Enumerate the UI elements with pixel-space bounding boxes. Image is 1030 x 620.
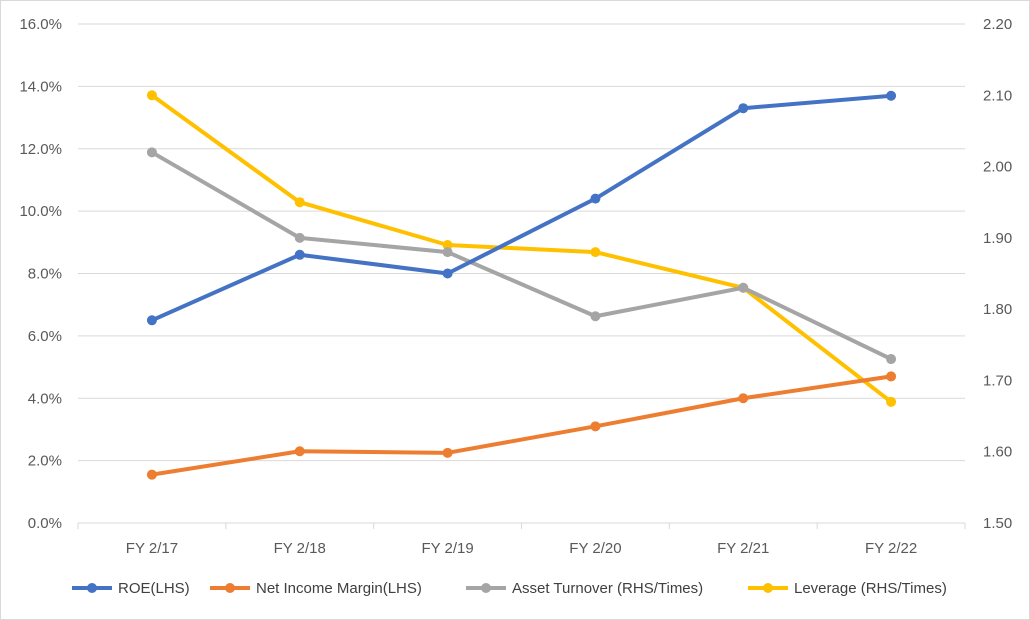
- data-point: [146, 90, 157, 101]
- legend-item: ROE(LHS): [72, 580, 190, 597]
- data-point: [590, 193, 601, 204]
- data-point: [590, 421, 601, 432]
- left-tick-label: 6.0%: [28, 328, 62, 345]
- x-tick-label: FY 2/18: [274, 540, 326, 557]
- x-tick-label: FY 2/20: [569, 540, 621, 557]
- legend-item: Net Income Margin(LHS): [210, 580, 422, 597]
- right-tick-label: 2.20: [983, 16, 1012, 33]
- data-point: [886, 90, 897, 101]
- data-point: [442, 239, 453, 250]
- gridlines: [78, 23, 965, 462]
- right-tick-label: 1.90: [983, 230, 1012, 247]
- left-tick-label: 14.0%: [19, 78, 62, 95]
- data-point: [886, 371, 897, 382]
- x-axis-ticks: FY 2/17 FY 2/18 FY 2/19 FY 2/20 FY 2/21 FY 2/…: [126, 540, 917, 557]
- axes: [77, 522, 966, 529]
- data-point: [738, 103, 749, 114]
- legend: ROE(LHS) Net Income Margin(LHS) Asset Turn…: [72, 580, 947, 597]
- data-point: [886, 354, 897, 365]
- right-tick-label: 1.70: [983, 372, 1012, 389]
- data-point: [738, 393, 749, 404]
- legend-swatch-marker: [87, 583, 97, 593]
- right-tick-label: 1.60: [983, 444, 1012, 461]
- series-0: [146, 90, 897, 326]
- left-tick-label: 2.0%: [28, 453, 62, 470]
- series-line: [149, 93, 894, 404]
- legend-swatch-marker: [481, 583, 491, 593]
- right-tick-label: 1.50: [983, 515, 1012, 532]
- data-point: [294, 232, 305, 243]
- left-tick-label: 16.0%: [19, 16, 62, 33]
- legend-label: Asset Turnover (RHS/Times): [512, 580, 703, 597]
- legend-item: Asset Turnover (RHS/Times): [466, 580, 703, 597]
- series-1: [146, 371, 897, 480]
- data-point: [442, 268, 453, 279]
- right-tick-label: 2.00: [983, 159, 1012, 176]
- legend-label: ROE(LHS): [118, 580, 190, 597]
- left-tick-label: 8.0%: [28, 266, 62, 283]
- data-point: [442, 447, 453, 458]
- x-tick-label: FY 2/21: [717, 540, 769, 557]
- data-point: [146, 469, 157, 480]
- legend-item: Leverage (RHS/Times): [748, 580, 947, 597]
- legend-swatch-marker: [763, 583, 773, 593]
- series-3: [146, 90, 897, 407]
- legend-label: Leverage (RHS/Times): [794, 580, 947, 597]
- series-group: [146, 90, 897, 480]
- data-point: [294, 446, 305, 457]
- series-line: [149, 150, 894, 362]
- x-tick-label: FY 2/22: [865, 540, 917, 557]
- left-axis-ticks: 0.0% 2.0% 4.0% 6.0% 8.0% 10.0% 12.0% 14.0% 16.0%: [19, 16, 62, 532]
- left-tick-label: 10.0%: [19, 203, 62, 220]
- left-tick-label: 0.0%: [28, 515, 62, 532]
- left-tick-label: 4.0%: [28, 390, 62, 407]
- data-point: [590, 247, 601, 258]
- right-axis-ticks: 1.50 1.60 1.70 1.80 1.90 2.00 2.10 2.20: [983, 16, 1012, 532]
- series-line: [149, 374, 894, 477]
- data-point: [442, 247, 453, 258]
- left-tick-label: 12.0%: [19, 141, 62, 158]
- series-2: [146, 147, 897, 365]
- x-tick-label: FY 2/19: [421, 540, 473, 557]
- data-point: [146, 315, 157, 326]
- data-point: [294, 197, 305, 208]
- data-point: [886, 396, 897, 407]
- data-point: [146, 147, 157, 158]
- right-tick-label: 1.80: [983, 301, 1012, 318]
- right-tick-label: 2.10: [983, 87, 1012, 104]
- x-tick-label: FY 2/17: [126, 540, 178, 557]
- data-point: [294, 249, 305, 260]
- legend-swatch-marker: [225, 583, 235, 593]
- series-line: [149, 93, 894, 323]
- data-point: [738, 282, 749, 293]
- data-point: [590, 311, 601, 322]
- legend-label: Net Income Margin(LHS): [256, 580, 422, 597]
